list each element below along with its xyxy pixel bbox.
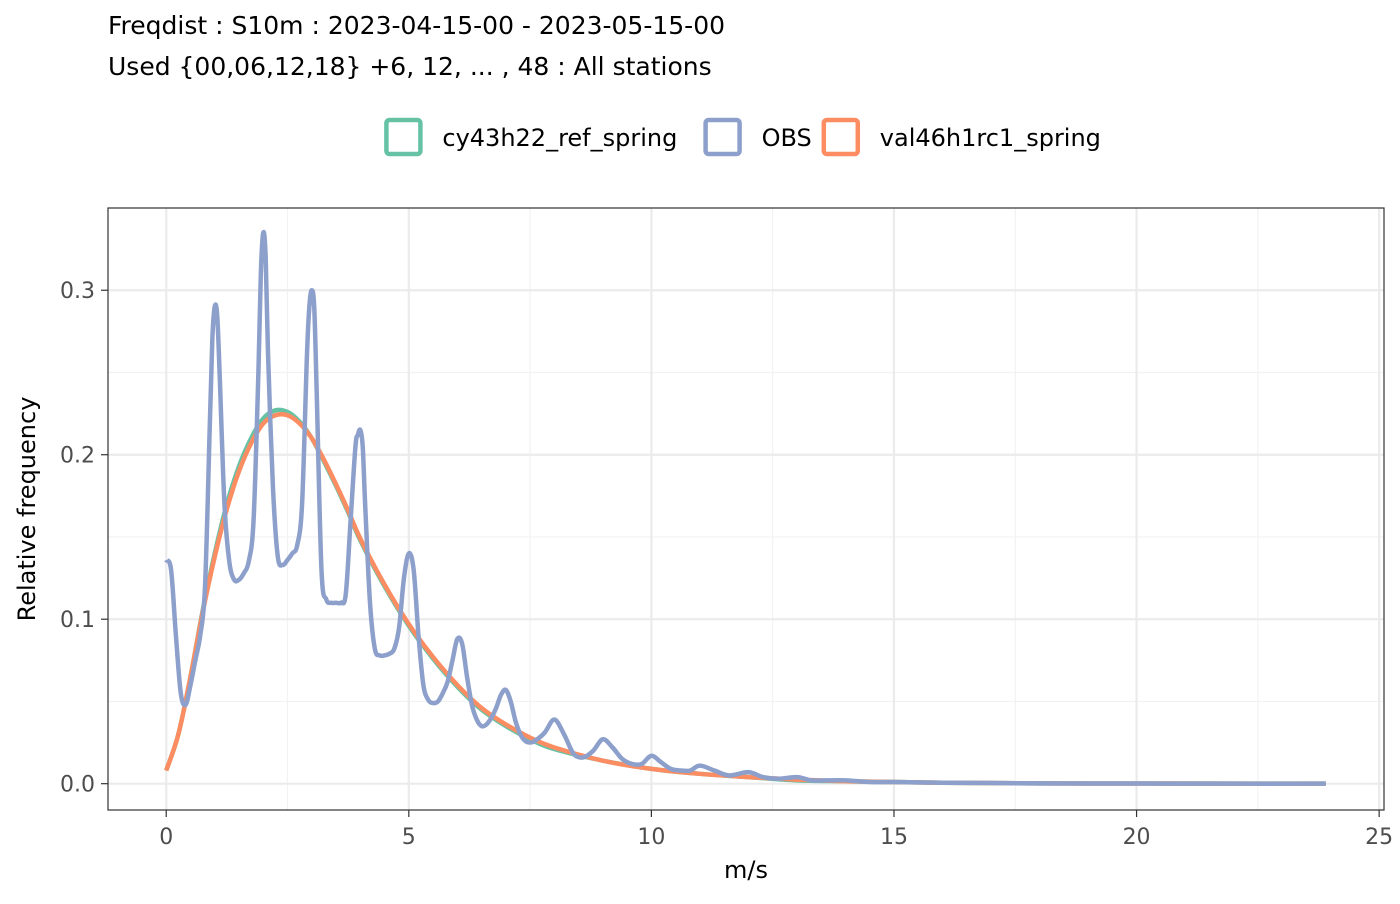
legend-key: [703, 117, 742, 157]
x-axis-label: m/s: [724, 856, 768, 884]
legend-item-val46h1rc1-spring: val46h1rc1_spring: [821, 117, 1101, 157]
y-axis: 0.0 0.1 0.2 0.3: [60, 279, 108, 798]
chart-subtitle: Used {00,06,12,18} +6, 12, ... , 48 : Al…: [108, 52, 712, 81]
plot-panel-border: [107, 207, 1385, 811]
y-tick-label: 0.3: [60, 279, 95, 304]
x-tick-label: 0: [159, 825, 173, 850]
legend-item-obs: OBS: [703, 117, 812, 157]
x-tick-label: 20: [1123, 825, 1151, 850]
legend-label: cy43h22_ref_spring: [442, 124, 677, 152]
chart-title: Freqdist : S10m : 2023-04-15-00 - 2023-0…: [108, 11, 725, 40]
x-tick-label: 15: [880, 825, 908, 850]
legend-label: OBS: [762, 124, 812, 152]
x-tick-label: 25: [1365, 825, 1393, 850]
legend-item-cy43h22-ref-spring: cy43h22_ref_spring: [384, 117, 677, 157]
y-tick-label: 0.2: [60, 444, 95, 469]
y-tick-label: 0.0: [60, 773, 95, 798]
grid-major: [108, 208, 1384, 810]
legend: cy43h22_ref_spring OBS val46h1rc1_spring: [384, 117, 1101, 157]
y-axis-label: Relative frequency: [13, 397, 41, 622]
x-tick-label: 10: [637, 825, 665, 850]
series-line-obs: [164, 229, 1326, 786]
legend-key: [821, 117, 861, 157]
series-layer: [164, 229, 1326, 786]
plot-background: [108, 208, 1384, 810]
legend-label: val46h1rc1_spring: [880, 124, 1101, 152]
y-tick-label: 0.1: [60, 608, 95, 633]
x-tick-label: 5: [402, 825, 416, 850]
x-axis: 0 5 10 15 20 25: [159, 810, 1393, 850]
legend-key: [384, 117, 423, 157]
